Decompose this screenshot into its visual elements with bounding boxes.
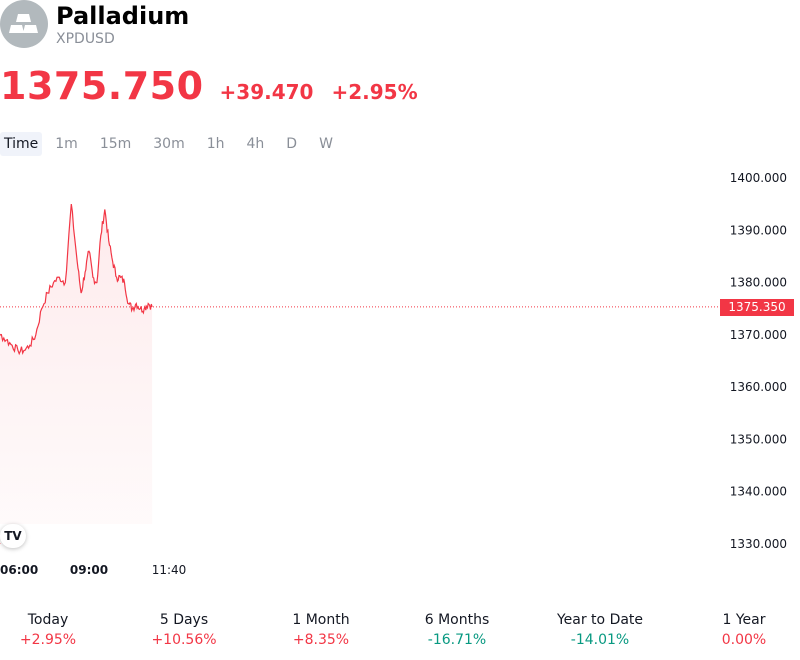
period-value: -14.01% (570, 632, 630, 648)
y-tick-label: 1350.000 (730, 432, 787, 446)
price-row: 1375.750 +39.470 +2.95% (0, 64, 418, 112)
price-change-percent: +2.95% (331, 80, 418, 104)
period-year-to-date[interactable]: Year to Date -14.01% (550, 610, 650, 650)
period-5-days[interactable]: 5 Days +10.56% (134, 610, 234, 650)
price-chart[interactable]: 1400.000 1390.000 1380.000 1370.000 1360.000… (0, 160, 800, 590)
symbol-name: Palladium (56, 2, 190, 30)
tab-d[interactable]: D (286, 136, 298, 152)
period-6-months[interactable]: 6 Months -16.71% (407, 610, 507, 650)
x-tick-label: 11:40 (152, 563, 187, 577)
period-label: 6 Months (424, 612, 490, 628)
y-tick-label: 1330.000 (730, 537, 787, 551)
tab-time[interactable]: Time (0, 132, 43, 156)
y-tick-label: 1400.000 (730, 171, 787, 185)
symbol-ticker: XPDUSD (56, 31, 115, 47)
chart-canvas[interactable]: 1400.000 1390.000 1380.000 1370.000 1360.000… (0, 160, 800, 590)
y-tick-label: 1370.000 (730, 328, 787, 342)
period-value: +2.95% (19, 632, 77, 648)
metal-bars-icon (9, 14, 38, 33)
price-change: +39.470 (219, 80, 314, 104)
current-price-tag: 1375.350 (720, 299, 794, 316)
tab-1m[interactable]: 1m (55, 136, 78, 152)
palladium-logo (0, 0, 48, 48)
y-tick-label: 1340.000 (730, 485, 787, 499)
period-value: +8.35% (292, 632, 350, 648)
tab-w[interactable]: W (319, 136, 333, 152)
price-area-fill (0, 204, 153, 544)
period-1-month[interactable]: 1 Month +8.35% (271, 610, 371, 650)
performance-periods: Today +2.95% 5 Days +10.56% 1 Month +8.3… (0, 610, 800, 654)
period-label: 5 Days (159, 612, 209, 628)
y-tick-label: 1390.000 (730, 223, 787, 237)
period-today[interactable]: Today +2.95% (0, 610, 98, 650)
y-tick-label: 1380.000 (730, 276, 787, 290)
period-label: 1 Year (722, 612, 766, 628)
tab-1h[interactable]: 1h (206, 136, 225, 152)
price-line-series (0, 204, 153, 544)
header: Palladium XPDUSD (0, 0, 800, 60)
tab-30m[interactable]: 30m (153, 136, 185, 152)
x-tick-label: 09:00 (70, 563, 108, 577)
x-tick-label: 06:00 (0, 563, 38, 577)
period-label: Year to Date (556, 612, 644, 628)
period-label: 1 Month (292, 612, 350, 628)
period-value: +10.56% (151, 632, 217, 648)
tradingview-logo-icon[interactable]: TV (0, 524, 26, 548)
period-value: 0.00% (721, 632, 767, 648)
period-1-year[interactable]: 1 Year 0.00% (694, 610, 794, 650)
period-label: Today (27, 612, 69, 628)
y-tick-label: 1360.000 (730, 380, 787, 394)
tab-4h[interactable]: 4h (246, 136, 265, 152)
tab-15m[interactable]: 15m (99, 136, 132, 152)
interval-tabs: Time 1m 15m 30m 1h 4h D W (0, 132, 346, 156)
period-value: -16.71% (427, 632, 487, 648)
last-price: 1375.750 (0, 64, 204, 108)
